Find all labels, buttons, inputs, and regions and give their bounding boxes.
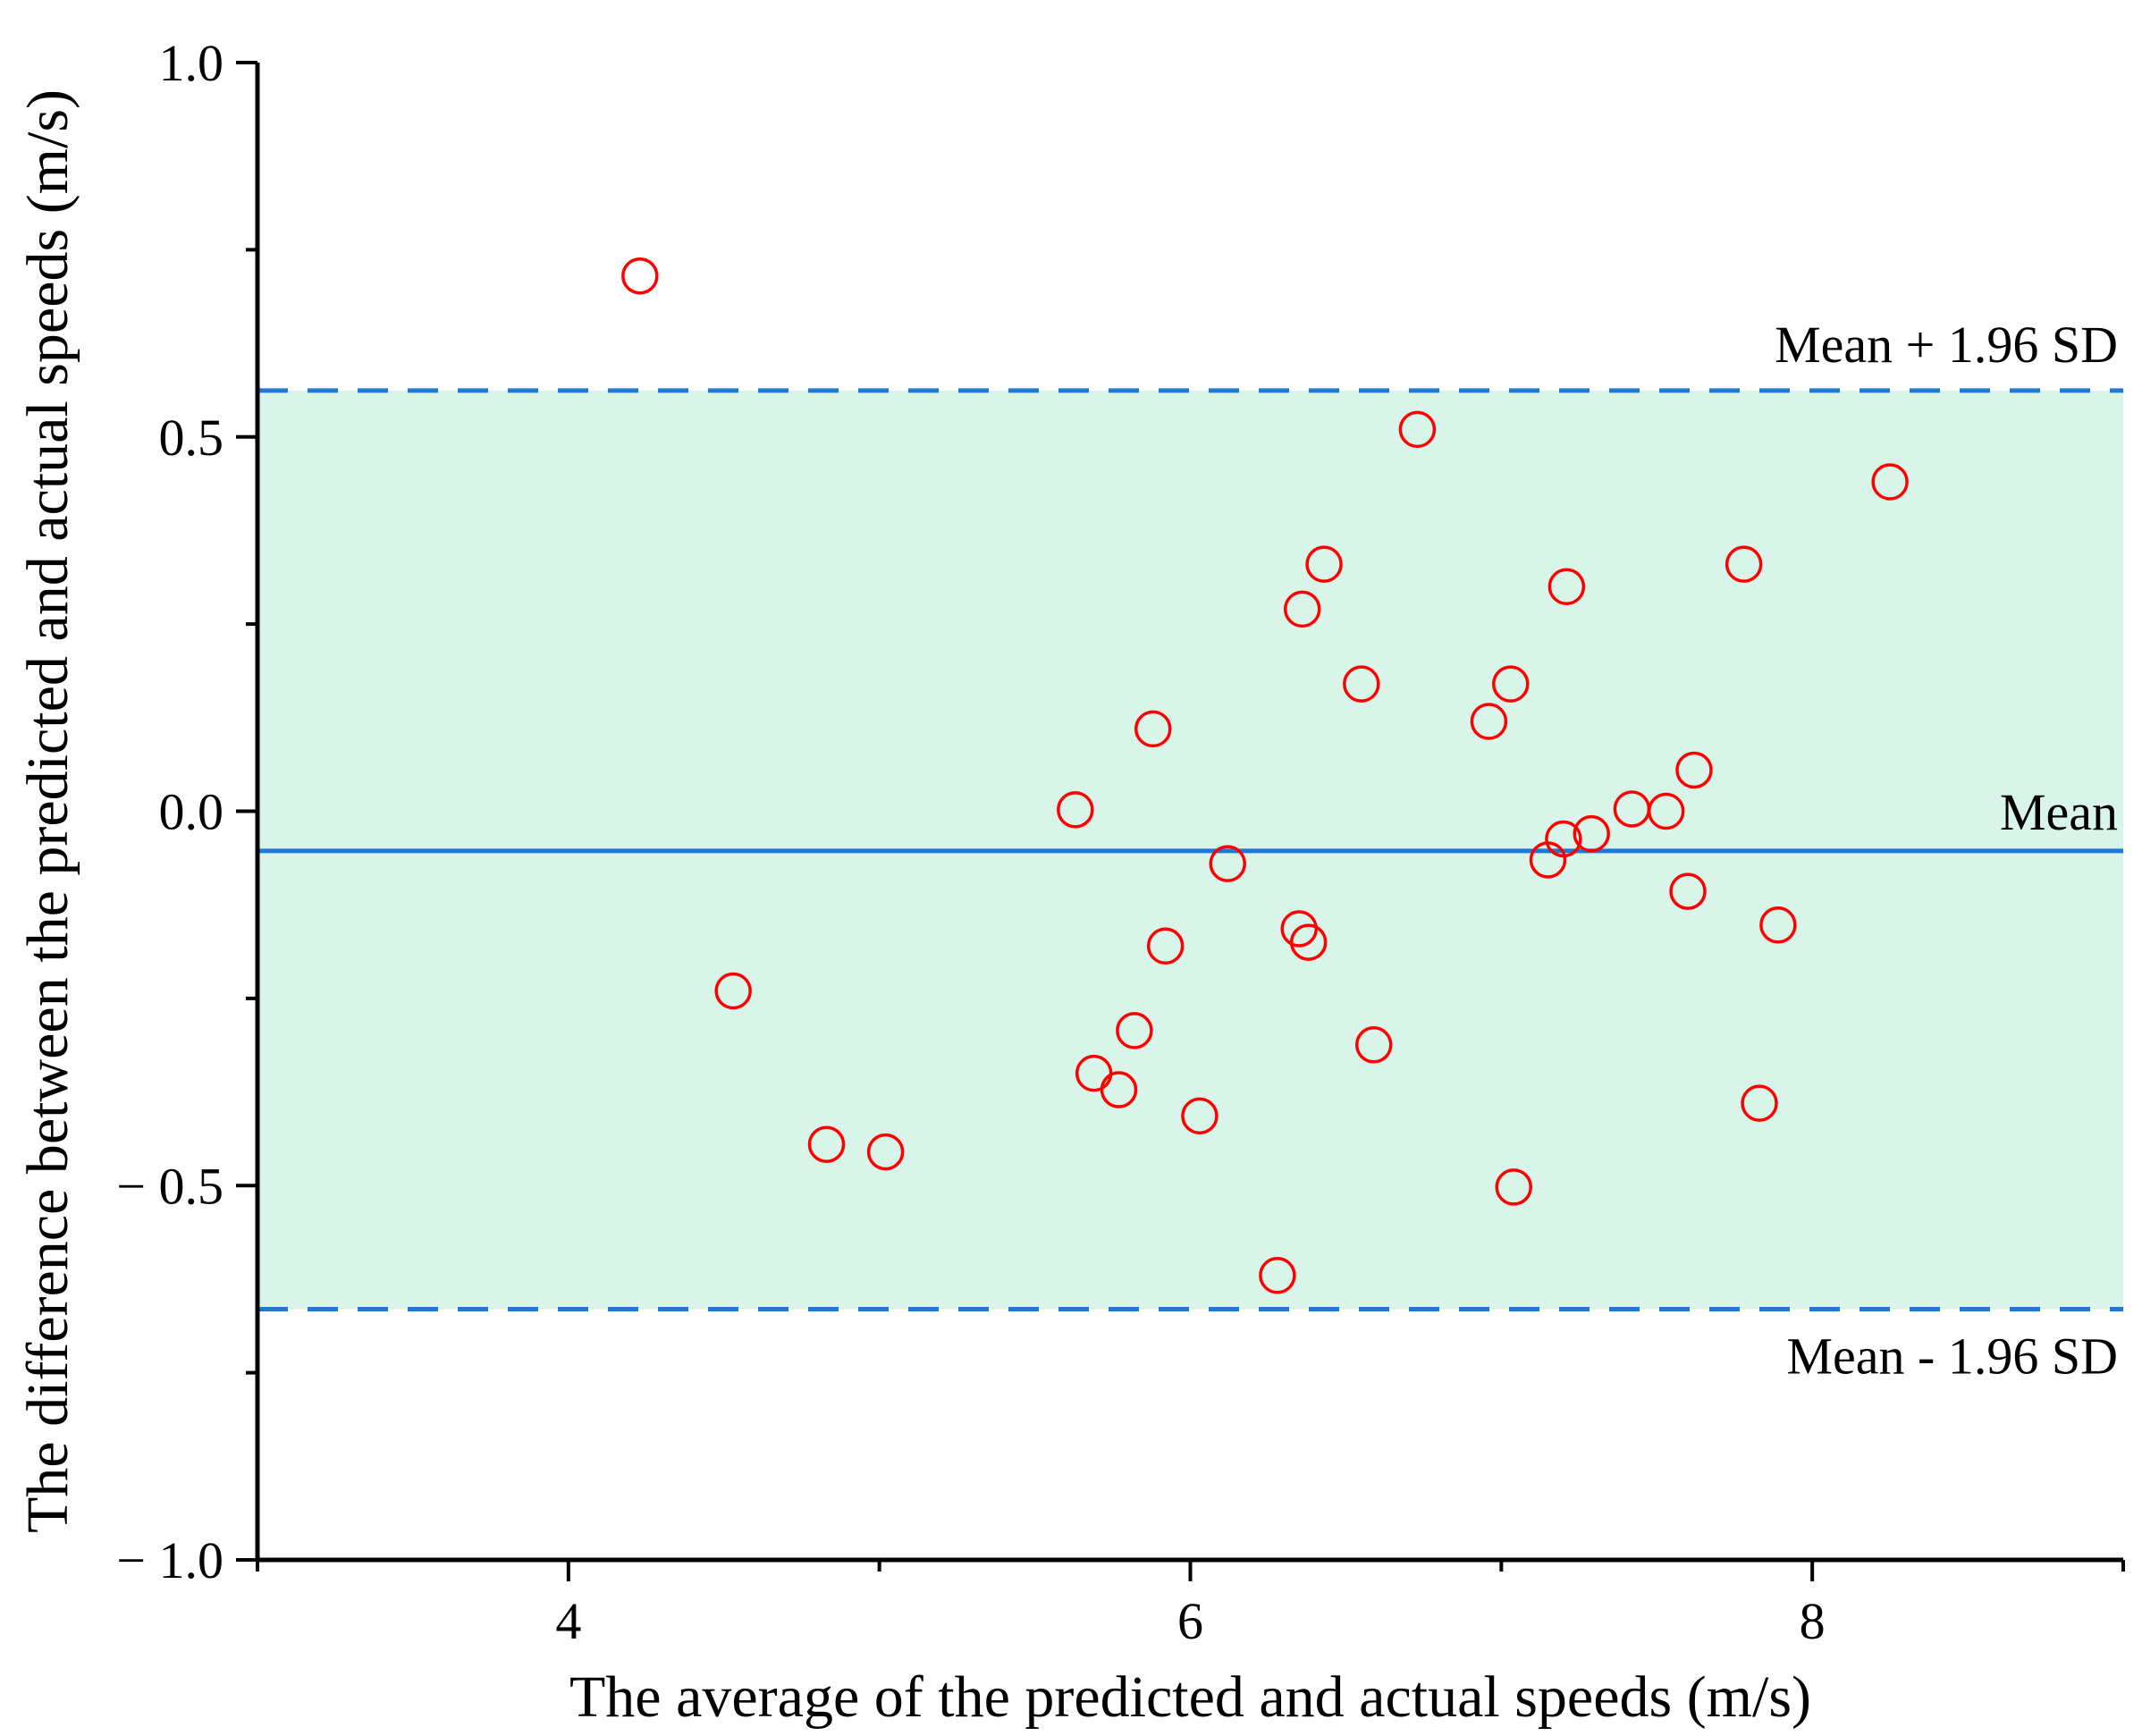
data-point (1181, 1097, 1219, 1135)
lower-limit-label: Mean - 1.96 SD (1786, 1327, 2118, 1385)
data-point (1547, 568, 1586, 605)
data-point (1134, 710, 1172, 748)
data-point (1492, 665, 1530, 703)
data-point (1741, 1084, 1778, 1122)
data-point (1305, 545, 1343, 583)
data-point (1675, 751, 1713, 789)
data-point (1495, 1168, 1532, 1206)
data-point (1573, 814, 1610, 853)
x-axis-title: The average of the predicted and actual … (569, 1664, 1811, 1730)
y-tick-label: − 0.5 (116, 1157, 223, 1215)
data-point (1283, 590, 1321, 628)
data-point (1529, 841, 1567, 879)
x-tick-label: 6 (1177, 1592, 1203, 1650)
x-tick-label: 8 (1800, 1592, 1826, 1650)
y-axis-title: The difference between the predicted and… (15, 89, 80, 1533)
data-point (1759, 906, 1797, 944)
mean-label: Mean (2000, 783, 2118, 841)
x-tick-label: 4 (555, 1592, 581, 1650)
data-point (807, 1125, 846, 1163)
data-point (1354, 1026, 1393, 1064)
data-point (714, 972, 752, 1010)
data-point (1725, 545, 1763, 583)
y-tick-label: − 1.0 (116, 1531, 223, 1589)
data-point (1669, 872, 1707, 910)
data-point (1116, 1012, 1153, 1049)
data-point (1470, 703, 1508, 740)
data-point (1146, 927, 1185, 965)
data-point (866, 1133, 905, 1171)
y-tick-label: 0.5 (159, 409, 224, 467)
data-point (621, 257, 659, 295)
y-tick-label: 1.0 (159, 34, 224, 92)
upper-limit-label: Mean + 1.96 SD (1775, 316, 2118, 374)
data-point (1871, 463, 1909, 501)
data-point (1289, 923, 1328, 961)
data-point (1343, 665, 1380, 703)
y-ticks: − 1.0 − 0.5 0.0 0.5 1.0 (116, 34, 257, 1589)
data-point (1057, 791, 1094, 829)
data-point (1398, 410, 1437, 449)
data-point (1259, 1257, 1296, 1294)
data-point (1647, 792, 1685, 830)
x-ticks: 4 6 8 (256, 1560, 2125, 1650)
data-point (1100, 1071, 1138, 1108)
data-point (1209, 845, 1246, 882)
y-tick-label: 0.0 (159, 783, 224, 841)
points-layer (621, 257, 1909, 1294)
